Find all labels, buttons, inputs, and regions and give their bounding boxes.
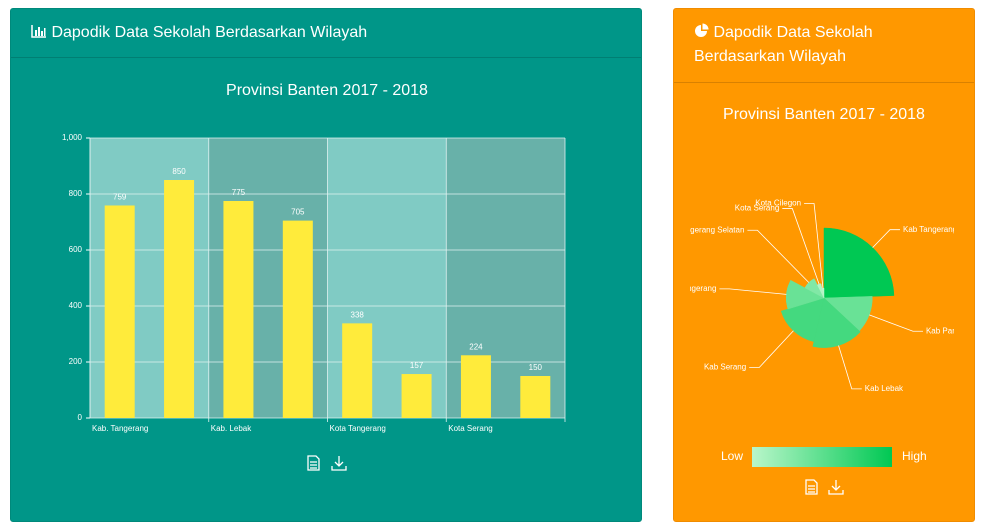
leader-line (719, 288, 787, 295)
leader-line (804, 203, 824, 289)
bar (520, 376, 551, 418)
bar (164, 180, 195, 418)
y-tick-label: 0 (78, 413, 83, 422)
slice-label: Kota Serang (735, 204, 779, 213)
leader-line (747, 229, 810, 283)
pie-icon (695, 23, 709, 37)
pie-slice (780, 297, 825, 342)
x-tick-label: Kota Serang (448, 424, 492, 433)
panel-title: Dapodik Data Sekolah Berdasarkan Wilayah (694, 24, 873, 65)
y-tick-label: 200 (69, 357, 83, 366)
pie-slice (785, 279, 825, 310)
leader-line (782, 208, 820, 285)
data-label: 705 (291, 208, 305, 217)
bar (460, 355, 491, 418)
panel-header: Dapodik Data Sekolah Berdasarkan Wilayah (674, 9, 974, 83)
chart-title: Provinsi Banten 2017 - 2018 (226, 82, 428, 99)
y-tick-label: 800 (69, 189, 83, 198)
slice-label: Kota Tangerang Selatan (659, 225, 745, 234)
color-axis-high: High (902, 449, 927, 463)
leader-line (838, 345, 862, 390)
slice-label: Kota Tangerang (660, 284, 716, 293)
data-label: 775 (232, 188, 246, 197)
bar (401, 374, 432, 418)
x-tick-label: Kab. Lebak (211, 424, 252, 433)
pie-slice (823, 227, 895, 299)
data-label: 338 (351, 310, 365, 319)
slice-label: Kab Serang (704, 363, 746, 372)
chart-title: Provinsi Banten 2017 - 2018 (723, 106, 925, 123)
bar (223, 201, 254, 418)
bar (342, 323, 373, 418)
slice-label: Kab Pandeglang (926, 326, 984, 335)
y-tick-label: 600 (69, 245, 83, 254)
slice-label: Kab Lebak (865, 384, 904, 393)
leader-line (872, 229, 900, 248)
x-tick-label: Kota Tangerang (330, 424, 386, 433)
bar (104, 205, 135, 418)
x-tick-label: Kab. Tangerang (92, 424, 148, 433)
data-label: 850 (172, 167, 186, 176)
panel-header: Dapodik Data Sekolah Berdasarkan Wilayah (11, 9, 641, 58)
slice-label: Kab Tangerang (903, 225, 957, 234)
leader-line (749, 330, 794, 368)
color-axis (752, 447, 892, 467)
y-tick-label: 400 (69, 301, 83, 310)
color-axis-low: Low (721, 449, 743, 463)
bar (282, 220, 313, 418)
data-label: 150 (529, 363, 543, 372)
toolbar-icons[interactable] (307, 455, 844, 495)
data-label: 759 (113, 193, 127, 202)
leader-line (869, 314, 923, 332)
slice-label: Kota Cilegon (755, 199, 801, 208)
y-tick-label: 1,000 (62, 133, 83, 142)
pie-slice (812, 297, 861, 348)
data-label: 224 (469, 342, 483, 351)
data-label: 157 (410, 361, 424, 370)
bar-icon (31, 25, 46, 38)
panel-title: Dapodik Data Sekolah Berdasarkan Wilayah (51, 24, 368, 41)
